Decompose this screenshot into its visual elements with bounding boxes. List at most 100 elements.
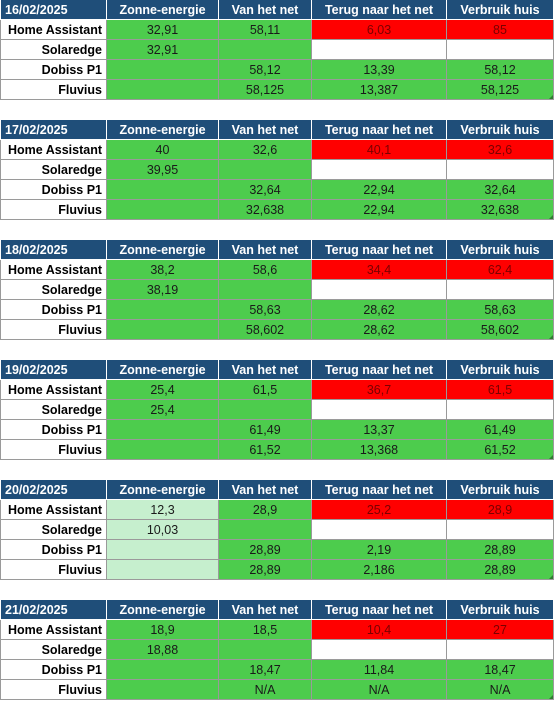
- value-cell-zonne-energie[interactable]: [107, 200, 219, 220]
- value-cell-terug-naar-het-net[interactable]: 13,39: [312, 60, 447, 80]
- value-cell-zonne-energie[interactable]: [107, 180, 219, 200]
- column-header-verbruik-huis[interactable]: Verbruik huis: [447, 480, 554, 500]
- value-cell-terug-naar-het-net[interactable]: 13,37: [312, 420, 447, 440]
- value-cell-terug-naar-het-net[interactable]: 28,62: [312, 300, 447, 320]
- value-cell-van-het-net[interactable]: 18,47: [219, 660, 312, 680]
- date-cell[interactable]: 17/02/2025: [0, 120, 107, 140]
- value-cell-zonne-energie[interactable]: 40: [107, 140, 219, 160]
- value-cell-zonne-energie[interactable]: [107, 680, 219, 700]
- value-cell-van-het-net[interactable]: 58,12: [219, 60, 312, 80]
- row-label[interactable]: Solaredge: [0, 40, 107, 60]
- value-cell-verbruik-huis[interactable]: 61,5: [447, 380, 554, 400]
- value-cell-terug-naar-het-net[interactable]: 2,186: [312, 560, 447, 580]
- value-cell-verbruik-huis[interactable]: [447, 40, 554, 60]
- value-cell-van-het-net[interactable]: 32,638: [219, 200, 312, 220]
- column-header-zonne-energie[interactable]: Zonne-energie: [107, 480, 219, 500]
- column-header-zonne-energie[interactable]: Zonne-energie: [107, 240, 219, 260]
- column-header-verbruik-huis[interactable]: Verbruik huis: [447, 0, 554, 20]
- value-cell-zonne-energie[interactable]: [107, 60, 219, 80]
- column-header-terug-naar-het-net[interactable]: Terug naar het net: [312, 480, 447, 500]
- date-cell[interactable]: 18/02/2025: [0, 240, 107, 260]
- value-cell-van-het-net[interactable]: [219, 280, 312, 300]
- value-cell-zonne-energie[interactable]: 39,95: [107, 160, 219, 180]
- column-header-terug-naar-het-net[interactable]: Terug naar het net: [312, 600, 447, 620]
- column-header-zonne-energie[interactable]: Zonne-energie: [107, 0, 219, 20]
- date-cell[interactable]: 19/02/2025: [0, 360, 107, 380]
- row-label[interactable]: Home Assistant: [0, 500, 107, 520]
- value-cell-verbruik-huis[interactable]: 62,4: [447, 260, 554, 280]
- value-cell-zonne-energie[interactable]: [107, 440, 219, 460]
- value-cell-terug-naar-het-net[interactable]: [312, 400, 447, 420]
- value-cell-van-het-net[interactable]: 28,89: [219, 560, 312, 580]
- value-cell-zonne-energie[interactable]: 25,4: [107, 380, 219, 400]
- value-cell-terug-naar-het-net[interactable]: [312, 520, 447, 540]
- date-cell[interactable]: 20/02/2025: [0, 480, 107, 500]
- value-cell-van-het-net[interactable]: 58,11: [219, 20, 312, 40]
- row-label[interactable]: Dobiss P1: [0, 540, 107, 560]
- value-cell-terug-naar-het-net[interactable]: 13,387: [312, 80, 447, 100]
- value-cell-van-het-net[interactable]: N/A: [219, 680, 312, 700]
- column-header-van-het-net[interactable]: Van het net: [219, 600, 312, 620]
- value-cell-zonne-energie[interactable]: 38,19: [107, 280, 219, 300]
- value-cell-verbruik-huis[interactable]: [447, 280, 554, 300]
- row-label[interactable]: Solaredge: [0, 640, 107, 660]
- row-label[interactable]: Home Assistant: [0, 620, 107, 640]
- value-cell-verbruik-huis[interactable]: 58,602: [447, 320, 554, 340]
- row-label[interactable]: Home Assistant: [0, 140, 107, 160]
- row-label[interactable]: Solaredge: [0, 280, 107, 300]
- value-cell-verbruik-huis[interactable]: 27: [447, 620, 554, 640]
- value-cell-terug-naar-het-net[interactable]: 13,368: [312, 440, 447, 460]
- value-cell-van-het-net[interactable]: 32,6: [219, 140, 312, 160]
- column-header-verbruik-huis[interactable]: Verbruik huis: [447, 360, 554, 380]
- value-cell-zonne-energie[interactable]: [107, 300, 219, 320]
- value-cell-van-het-net[interactable]: 28,9: [219, 500, 312, 520]
- column-header-van-het-net[interactable]: Van het net: [219, 240, 312, 260]
- value-cell-zonne-energie[interactable]: 18,9: [107, 620, 219, 640]
- value-cell-zonne-energie[interactable]: [107, 320, 219, 340]
- row-label[interactable]: Fluvius: [0, 560, 107, 580]
- row-label[interactable]: Fluvius: [0, 80, 107, 100]
- value-cell-terug-naar-het-net[interactable]: 36,7: [312, 380, 447, 400]
- row-label[interactable]: Fluvius: [0, 440, 107, 460]
- value-cell-verbruik-huis[interactable]: 32,6: [447, 140, 554, 160]
- value-cell-zonne-energie[interactable]: 25,4: [107, 400, 219, 420]
- value-cell-verbruik-huis[interactable]: 58,12: [447, 60, 554, 80]
- value-cell-van-het-net[interactable]: [219, 40, 312, 60]
- value-cell-zonne-energie[interactable]: 32,91: [107, 40, 219, 60]
- value-cell-terug-naar-het-net[interactable]: 6,03: [312, 20, 447, 40]
- row-label[interactable]: Home Assistant: [0, 380, 107, 400]
- value-cell-terug-naar-het-net[interactable]: [312, 640, 447, 660]
- value-cell-verbruik-huis[interactable]: 58,125: [447, 80, 554, 100]
- value-cell-van-het-net[interactable]: [219, 160, 312, 180]
- value-cell-verbruik-huis[interactable]: 61,49: [447, 420, 554, 440]
- value-cell-verbruik-huis[interactable]: 58,63: [447, 300, 554, 320]
- row-label[interactable]: Fluvius: [0, 200, 107, 220]
- column-header-van-het-net[interactable]: Van het net: [219, 480, 312, 500]
- value-cell-zonne-energie[interactable]: 12,3: [107, 500, 219, 520]
- value-cell-van-het-net[interactable]: [219, 400, 312, 420]
- value-cell-van-het-net[interactable]: 18,5: [219, 620, 312, 640]
- value-cell-terug-naar-het-net[interactable]: 11,84: [312, 660, 447, 680]
- row-label[interactable]: Dobiss P1: [0, 660, 107, 680]
- row-label[interactable]: Dobiss P1: [0, 300, 107, 320]
- value-cell-van-het-net[interactable]: 61,52: [219, 440, 312, 460]
- value-cell-terug-naar-het-net[interactable]: 25,2: [312, 500, 447, 520]
- column-header-zonne-energie[interactable]: Zonne-energie: [107, 120, 219, 140]
- value-cell-terug-naar-het-net[interactable]: 28,62: [312, 320, 447, 340]
- value-cell-zonne-energie[interactable]: [107, 660, 219, 680]
- value-cell-terug-naar-het-net[interactable]: [312, 40, 447, 60]
- row-label[interactable]: Solaredge: [0, 520, 107, 540]
- value-cell-zonne-energie[interactable]: [107, 420, 219, 440]
- column-header-verbruik-huis[interactable]: Verbruik huis: [447, 240, 554, 260]
- column-header-van-het-net[interactable]: Van het net: [219, 120, 312, 140]
- row-label[interactable]: Fluvius: [0, 320, 107, 340]
- value-cell-zonne-energie[interactable]: [107, 560, 219, 580]
- value-cell-van-het-net[interactable]: 61,49: [219, 420, 312, 440]
- value-cell-verbruik-huis[interactable]: 32,638: [447, 200, 554, 220]
- value-cell-van-het-net[interactable]: 28,89: [219, 540, 312, 560]
- value-cell-zonne-energie[interactable]: 10,03: [107, 520, 219, 540]
- value-cell-zonne-energie[interactable]: [107, 80, 219, 100]
- value-cell-van-het-net[interactable]: 58,6: [219, 260, 312, 280]
- value-cell-verbruik-huis[interactable]: 61,52: [447, 440, 554, 460]
- value-cell-verbruik-huis[interactable]: [447, 400, 554, 420]
